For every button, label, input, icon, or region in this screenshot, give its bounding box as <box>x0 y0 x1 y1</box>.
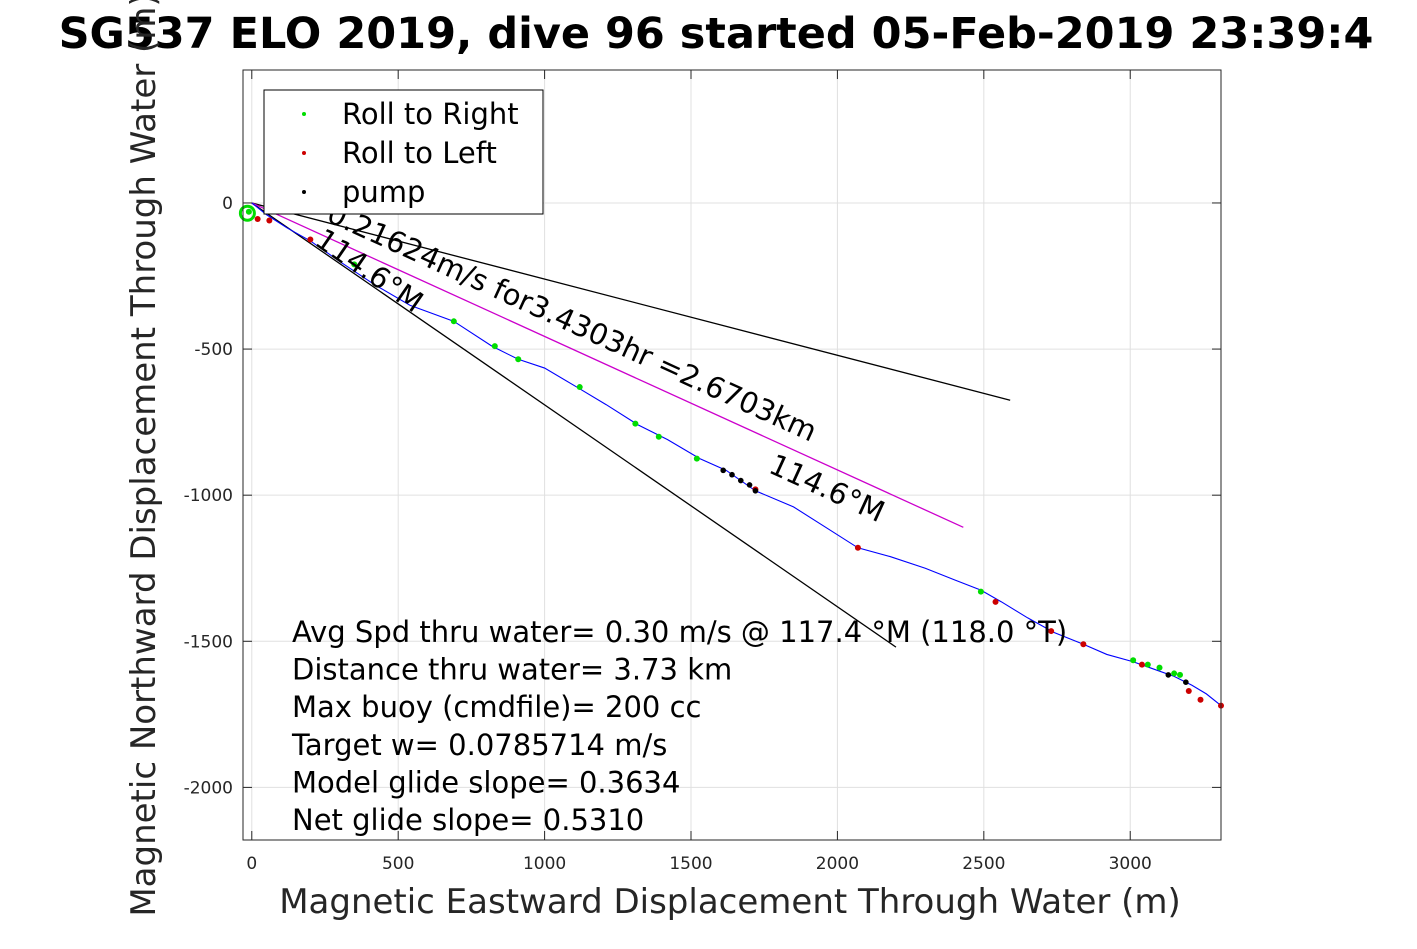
roll-right-point <box>1130 657 1137 664</box>
track-line <box>251 202 1222 707</box>
course-114-line <box>251 202 897 648</box>
roll-right-point <box>245 208 252 215</box>
y-axis-label: Magnetic Northward Displacement Through … <box>124 0 164 917</box>
roll-right-point <box>632 420 639 427</box>
stat-line: Avg Spd thru water= 0.30 m/s @ 117.4 °M … <box>292 615 1067 649</box>
roll-left-point <box>992 598 999 605</box>
x-axis-label: Magnetic Eastward Displacement Through W… <box>279 882 1181 922</box>
pump-point <box>720 467 727 474</box>
roll-left-point <box>307 236 314 243</box>
roll-right-point <box>977 588 984 595</box>
stat-line: Target w= 0.0785714 m/s <box>291 728 667 762</box>
pump-point <box>1165 672 1172 678</box>
roll-right-point <box>693 455 700 462</box>
statistics-block: Avg Spd thru water= 0.30 m/s @ 117.4 °M … <box>291 615 1067 837</box>
roll-right-point <box>655 433 662 440</box>
pump-point <box>729 471 735 478</box>
legend-label: Roll to Left <box>342 136 497 170</box>
legend-marker <box>302 112 306 116</box>
roll-left-point <box>254 216 261 223</box>
roll-right-point <box>450 318 457 325</box>
roll-right-point <box>351 261 358 268</box>
roll-left-point <box>1048 628 1055 635</box>
pump-point <box>746 482 753 488</box>
x-tick-label: 3000 <box>1109 854 1152 874</box>
axis-ticks: 0 500 1000 1500 2000 2500 3000 0 -500 -1000 -1500 -… <box>184 70 1221 874</box>
x-tick-label: 1500 <box>669 854 712 874</box>
track-series <box>251 202 1222 707</box>
legend-marker <box>302 190 306 194</box>
roll-right-point <box>515 356 522 363</box>
stat-line: Max buoy (cmdfile)= 200 cc <box>292 690 701 724</box>
y-tick-label: -1500 <box>184 632 233 652</box>
x-tick-label: 1000 <box>523 854 566 874</box>
chart-title: SG537 ELO 2019, dive 96 started 05-Feb-2… <box>59 9 1374 59</box>
roll-right-point <box>491 343 498 350</box>
plot-frame <box>242 69 1222 841</box>
roll-left-point <box>1197 696 1204 703</box>
x-tick-label: 0 <box>246 854 257 874</box>
pump-point <box>752 487 759 494</box>
marker-series <box>238 204 1224 709</box>
stat-line: Net glide slope= 0.5310 <box>292 803 644 837</box>
stat-line: Model glide slope= 0.3634 <box>292 765 680 799</box>
y-tick-label: -500 <box>194 340 233 360</box>
legend: Roll to Right Roll to Left pump <box>263 89 544 215</box>
roll-left-point <box>854 544 861 551</box>
y-tick-label: -1000 <box>184 486 233 506</box>
x-tick-label: 2000 <box>816 854 859 874</box>
net-displacement-line <box>251 202 964 528</box>
start-circle-marker <box>238 204 256 222</box>
legend-label: Roll to Right <box>342 97 519 131</box>
pump-point <box>1183 679 1189 686</box>
reference-lines <box>251 202 1011 648</box>
roll-left-point <box>1080 641 1087 648</box>
x-tick-label: 500 <box>382 854 414 874</box>
roll-left-point <box>266 217 273 224</box>
pump-point <box>737 477 744 484</box>
roll-right-point <box>1156 664 1163 671</box>
roll-right-point <box>1171 670 1178 677</box>
roll-right-point <box>1177 671 1184 678</box>
roll-right-point <box>576 384 583 391</box>
current-line <box>251 202 1011 401</box>
legend-label: pump <box>342 175 425 209</box>
stat-line: Distance thru water= 3.73 km <box>292 653 732 687</box>
y-tick-label: -2000 <box>184 778 233 798</box>
roll-right-point <box>1144 661 1151 668</box>
roll-left-point <box>1185 687 1192 694</box>
y-tick-label: 0 <box>222 194 233 214</box>
x-tick-label: 2500 <box>962 854 1005 874</box>
roll-left-point <box>1138 661 1145 668</box>
legend-marker <box>302 151 306 155</box>
legend-box <box>263 89 544 215</box>
